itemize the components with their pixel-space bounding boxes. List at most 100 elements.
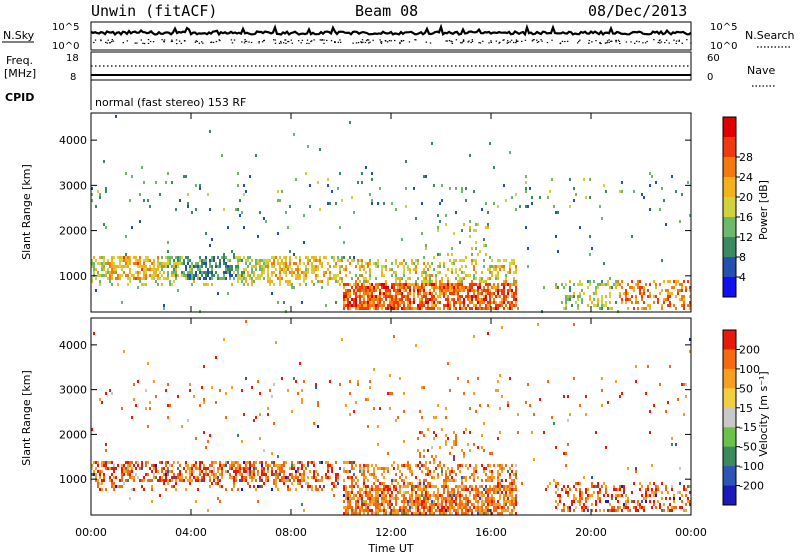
echo-cell xyxy=(225,392,227,395)
echo-cell xyxy=(391,479,393,482)
echo-cell xyxy=(203,476,205,479)
echo-cell xyxy=(429,461,431,464)
echo-cell xyxy=(425,473,427,476)
echo-cell xyxy=(627,307,629,310)
echo-cell xyxy=(487,494,489,497)
echo-cell xyxy=(451,298,453,301)
echo-cell xyxy=(239,479,241,482)
echo-cell xyxy=(483,289,485,292)
echo-cell xyxy=(461,280,463,283)
echo-cell xyxy=(251,271,253,274)
echo-cell xyxy=(393,512,395,515)
echo-cell xyxy=(573,509,575,512)
echo-cell xyxy=(383,467,385,470)
echo-cell xyxy=(365,485,367,488)
echo-cell xyxy=(397,467,399,470)
echo-cell xyxy=(469,449,471,452)
echo-cell xyxy=(509,485,511,488)
echo-cell xyxy=(233,482,235,485)
echo-cell xyxy=(283,256,285,259)
echo-cell xyxy=(489,488,491,491)
echo-cell xyxy=(447,500,449,503)
echo-cell xyxy=(565,307,567,310)
echo-cell xyxy=(557,503,559,506)
search-noise-dot xyxy=(379,39,381,41)
echo-cell xyxy=(345,509,347,512)
echo-cell xyxy=(113,256,115,259)
echo-cell xyxy=(655,286,657,289)
echo-cell xyxy=(133,274,135,277)
echo-cell xyxy=(399,277,401,280)
echo-cell xyxy=(361,295,363,298)
echo-cell xyxy=(437,476,439,479)
echo-cell xyxy=(359,259,361,262)
echo-cell xyxy=(261,476,263,479)
echo-cell xyxy=(619,506,621,509)
echo-cell xyxy=(251,386,253,389)
echo-cell xyxy=(129,259,131,262)
echo-cell xyxy=(259,277,261,280)
echo-cell xyxy=(617,509,619,512)
echo-cell xyxy=(463,506,465,509)
echo-cell xyxy=(481,292,483,295)
echo-cell xyxy=(413,295,415,298)
echo-cell xyxy=(395,419,397,422)
echo-cell xyxy=(149,259,151,262)
echo-cell xyxy=(145,256,147,259)
echo-cell xyxy=(197,467,199,470)
echo-cell xyxy=(375,479,377,482)
echo-cell xyxy=(493,464,495,467)
search-noise-dot xyxy=(461,42,463,44)
echo-cell xyxy=(225,256,227,259)
echo-cell xyxy=(399,283,401,286)
echo-cell xyxy=(431,494,433,497)
echo-cell xyxy=(341,259,343,262)
echo-cell xyxy=(485,512,487,515)
echo-cell xyxy=(225,488,227,491)
echo-cell xyxy=(393,304,395,307)
echo-cell xyxy=(387,286,389,289)
echo-cell xyxy=(311,461,313,464)
echo-cell xyxy=(395,307,397,310)
echo-cell xyxy=(205,274,207,277)
echo-cell xyxy=(457,298,459,301)
echo-cell xyxy=(547,380,549,383)
echo-cell xyxy=(365,506,367,509)
echo-cell xyxy=(555,482,557,485)
echo-cell xyxy=(211,265,213,268)
echo-cell xyxy=(163,479,165,482)
echo-cell xyxy=(357,259,359,262)
echo-cell xyxy=(489,479,491,482)
echo-cell xyxy=(209,470,211,473)
echo-cell xyxy=(111,467,113,470)
echo-cell xyxy=(449,497,451,500)
echo-cell xyxy=(163,271,165,274)
echo-cell xyxy=(299,256,301,259)
search-noise-dot xyxy=(630,41,632,43)
echo-cell xyxy=(457,283,459,286)
echo-cell xyxy=(417,482,419,485)
echo-cell xyxy=(103,160,105,163)
echo-cell xyxy=(485,491,487,494)
echo-cell xyxy=(673,280,675,283)
echo-cell xyxy=(497,295,499,298)
echo-cell xyxy=(277,232,279,235)
echo-cell xyxy=(333,277,335,280)
echo-cell xyxy=(455,497,457,500)
echo-cell xyxy=(411,482,413,485)
x-tick-label: 08:00 xyxy=(275,526,307,539)
echo-cell xyxy=(249,175,251,178)
echo-cell xyxy=(595,485,597,488)
echo-cell xyxy=(129,461,131,464)
echo-cell xyxy=(459,503,461,506)
echo-cell xyxy=(447,362,449,365)
echo-cell xyxy=(101,461,103,464)
echo-cell xyxy=(439,283,441,286)
echo-cell xyxy=(249,274,251,277)
echo-cell xyxy=(109,467,111,470)
echo-cell xyxy=(437,500,439,503)
echo-cell xyxy=(369,259,371,262)
echo-cell xyxy=(163,482,165,485)
echo-cell xyxy=(303,473,305,476)
echo-cell xyxy=(319,262,321,265)
